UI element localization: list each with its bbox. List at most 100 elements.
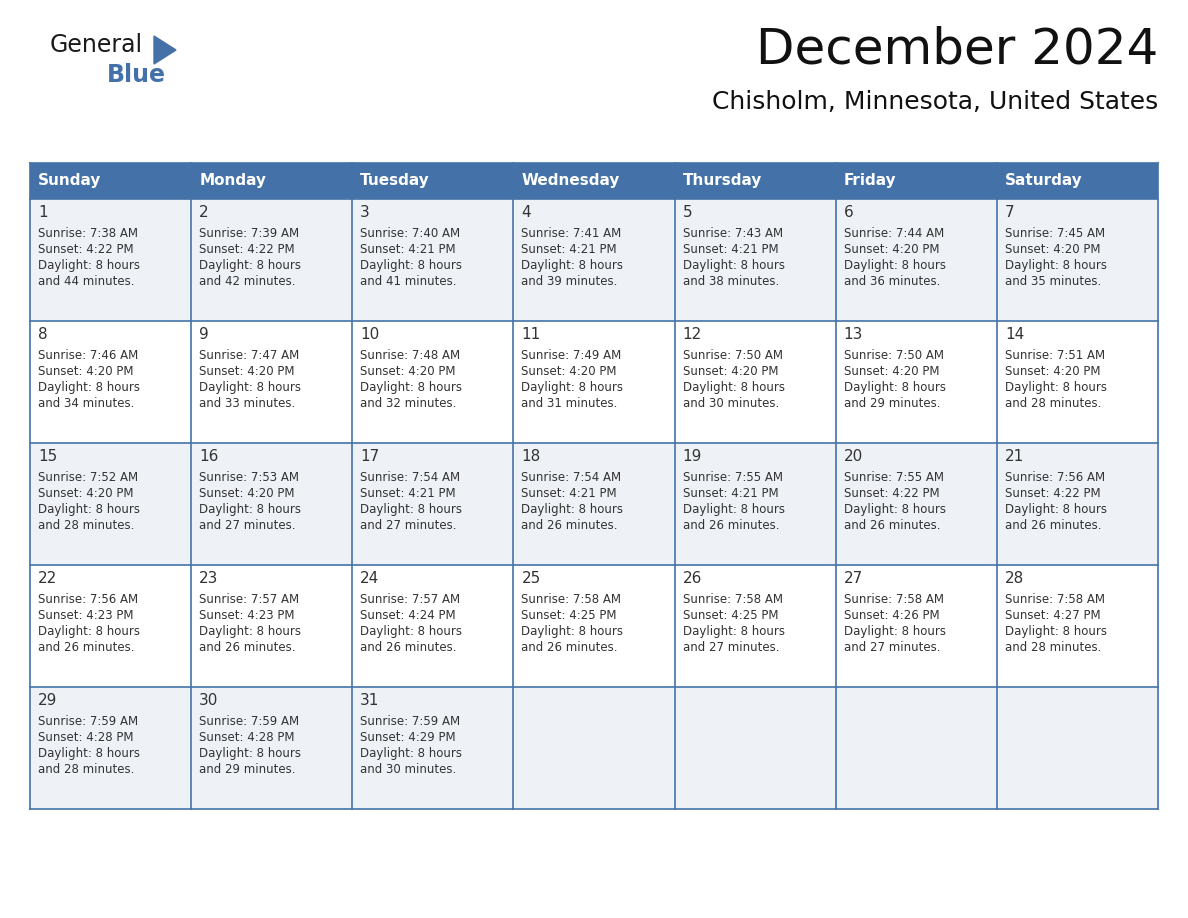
Text: Daylight: 8 hours: Daylight: 8 hours: [522, 259, 624, 272]
Text: Sunrise: 7:59 AM: Sunrise: 7:59 AM: [360, 715, 461, 728]
Text: and 26 minutes.: and 26 minutes.: [843, 519, 940, 532]
Text: and 27 minutes.: and 27 minutes.: [200, 519, 296, 532]
Text: 13: 13: [843, 327, 864, 342]
Text: Sunrise: 7:54 AM: Sunrise: 7:54 AM: [360, 471, 461, 484]
Text: Sunrise: 7:56 AM: Sunrise: 7:56 AM: [1005, 471, 1105, 484]
Text: Sunrise: 7:58 AM: Sunrise: 7:58 AM: [1005, 593, 1105, 606]
Text: Daylight: 8 hours: Daylight: 8 hours: [522, 625, 624, 638]
Text: Sunrise: 7:38 AM: Sunrise: 7:38 AM: [38, 227, 138, 240]
Text: Sunrise: 7:58 AM: Sunrise: 7:58 AM: [843, 593, 943, 606]
Text: Sunset: 4:21 PM: Sunset: 4:21 PM: [360, 243, 456, 256]
Text: 12: 12: [683, 327, 702, 342]
Text: Daylight: 8 hours: Daylight: 8 hours: [522, 381, 624, 394]
Text: and 42 minutes.: and 42 minutes.: [200, 275, 296, 288]
Text: Sunset: 4:20 PM: Sunset: 4:20 PM: [38, 487, 133, 500]
Text: and 29 minutes.: and 29 minutes.: [200, 763, 296, 776]
Text: Tuesday: Tuesday: [360, 174, 430, 188]
Text: Daylight: 8 hours: Daylight: 8 hours: [683, 625, 784, 638]
Text: Sunset: 4:20 PM: Sunset: 4:20 PM: [843, 365, 940, 378]
Text: Sunset: 4:24 PM: Sunset: 4:24 PM: [360, 609, 456, 622]
Text: Sunrise: 7:48 AM: Sunrise: 7:48 AM: [360, 349, 461, 362]
Text: Sunset: 4:20 PM: Sunset: 4:20 PM: [200, 487, 295, 500]
Text: Sunrise: 7:54 AM: Sunrise: 7:54 AM: [522, 471, 621, 484]
Text: Sunrise: 7:52 AM: Sunrise: 7:52 AM: [38, 471, 138, 484]
Text: Sunrise: 7:46 AM: Sunrise: 7:46 AM: [38, 349, 138, 362]
Text: and 38 minutes.: and 38 minutes.: [683, 275, 779, 288]
Text: 10: 10: [360, 327, 379, 342]
Text: Thursday: Thursday: [683, 174, 762, 188]
Text: and 26 minutes.: and 26 minutes.: [38, 641, 134, 654]
Text: Daylight: 8 hours: Daylight: 8 hours: [38, 625, 140, 638]
Text: Sunrise: 7:41 AM: Sunrise: 7:41 AM: [522, 227, 621, 240]
Text: Daylight: 8 hours: Daylight: 8 hours: [360, 381, 462, 394]
Text: Daylight: 8 hours: Daylight: 8 hours: [200, 503, 301, 516]
Text: 22: 22: [38, 571, 57, 586]
Text: Sunrise: 7:55 AM: Sunrise: 7:55 AM: [843, 471, 943, 484]
Text: and 28 minutes.: and 28 minutes.: [38, 763, 134, 776]
Text: Sunset: 4:28 PM: Sunset: 4:28 PM: [200, 731, 295, 744]
Text: Sunrise: 7:50 AM: Sunrise: 7:50 AM: [843, 349, 943, 362]
Text: Sunset: 4:21 PM: Sunset: 4:21 PM: [522, 243, 617, 256]
Text: and 26 minutes.: and 26 minutes.: [683, 519, 779, 532]
Text: 25: 25: [522, 571, 541, 586]
Text: Sunset: 4:21 PM: Sunset: 4:21 PM: [522, 487, 617, 500]
Text: Daylight: 8 hours: Daylight: 8 hours: [200, 259, 301, 272]
Text: 28: 28: [1005, 571, 1024, 586]
Text: Sunrise: 7:58 AM: Sunrise: 7:58 AM: [522, 593, 621, 606]
Bar: [30, 321, 1158, 443]
Text: and 30 minutes.: and 30 minutes.: [360, 763, 456, 776]
Text: 9: 9: [200, 327, 209, 342]
Bar: [30, 163, 1158, 199]
Text: Sunrise: 7:49 AM: Sunrise: 7:49 AM: [522, 349, 621, 362]
Text: and 26 minutes.: and 26 minutes.: [1005, 519, 1101, 532]
Text: Sunset: 4:20 PM: Sunset: 4:20 PM: [360, 365, 456, 378]
Text: 27: 27: [843, 571, 862, 586]
Text: Sunset: 4:21 PM: Sunset: 4:21 PM: [360, 487, 456, 500]
Text: 8: 8: [38, 327, 48, 342]
Text: and 35 minutes.: and 35 minutes.: [1005, 275, 1101, 288]
Text: and 39 minutes.: and 39 minutes.: [522, 275, 618, 288]
Text: Monday: Monday: [200, 174, 266, 188]
Text: Sunset: 4:26 PM: Sunset: 4:26 PM: [843, 609, 940, 622]
Text: Sunrise: 7:57 AM: Sunrise: 7:57 AM: [200, 593, 299, 606]
Text: Daylight: 8 hours: Daylight: 8 hours: [38, 747, 140, 760]
Text: Sunset: 4:27 PM: Sunset: 4:27 PM: [1005, 609, 1100, 622]
Text: 19: 19: [683, 449, 702, 464]
Text: Sunrise: 7:55 AM: Sunrise: 7:55 AM: [683, 471, 783, 484]
Text: Sunrise: 7:53 AM: Sunrise: 7:53 AM: [200, 471, 299, 484]
Text: and 26 minutes.: and 26 minutes.: [200, 641, 296, 654]
Text: Sunrise: 7:43 AM: Sunrise: 7:43 AM: [683, 227, 783, 240]
Text: Daylight: 8 hours: Daylight: 8 hours: [843, 625, 946, 638]
Text: 1: 1: [38, 205, 48, 220]
Text: Sunrise: 7:59 AM: Sunrise: 7:59 AM: [200, 715, 299, 728]
Text: and 34 minutes.: and 34 minutes.: [38, 397, 134, 410]
Text: Sunset: 4:20 PM: Sunset: 4:20 PM: [200, 365, 295, 378]
Text: and 36 minutes.: and 36 minutes.: [843, 275, 940, 288]
Text: Daylight: 8 hours: Daylight: 8 hours: [522, 503, 624, 516]
Text: 26: 26: [683, 571, 702, 586]
Text: Sunrise: 7:47 AM: Sunrise: 7:47 AM: [200, 349, 299, 362]
Text: 24: 24: [360, 571, 379, 586]
Text: 11: 11: [522, 327, 541, 342]
Text: and 31 minutes.: and 31 minutes.: [522, 397, 618, 410]
Text: 23: 23: [200, 571, 219, 586]
Text: and 26 minutes.: and 26 minutes.: [360, 641, 456, 654]
Text: Sunrise: 7:58 AM: Sunrise: 7:58 AM: [683, 593, 783, 606]
Text: Sunset: 4:21 PM: Sunset: 4:21 PM: [683, 243, 778, 256]
Text: Sunrise: 7:50 AM: Sunrise: 7:50 AM: [683, 349, 783, 362]
Text: Sunset: 4:22 PM: Sunset: 4:22 PM: [1005, 487, 1100, 500]
Text: 29: 29: [38, 693, 57, 708]
Text: and 27 minutes.: and 27 minutes.: [360, 519, 456, 532]
Text: and 29 minutes.: and 29 minutes.: [843, 397, 940, 410]
Text: Sunrise: 7:59 AM: Sunrise: 7:59 AM: [38, 715, 138, 728]
Text: and 28 minutes.: and 28 minutes.: [1005, 641, 1101, 654]
Text: Sunrise: 7:57 AM: Sunrise: 7:57 AM: [360, 593, 461, 606]
Text: and 27 minutes.: and 27 minutes.: [683, 641, 779, 654]
Text: 5: 5: [683, 205, 693, 220]
Text: and 27 minutes.: and 27 minutes.: [843, 641, 940, 654]
Text: Sunset: 4:20 PM: Sunset: 4:20 PM: [1005, 365, 1100, 378]
Text: 18: 18: [522, 449, 541, 464]
Text: and 28 minutes.: and 28 minutes.: [1005, 397, 1101, 410]
Text: and 41 minutes.: and 41 minutes.: [360, 275, 456, 288]
Text: Daylight: 8 hours: Daylight: 8 hours: [683, 503, 784, 516]
